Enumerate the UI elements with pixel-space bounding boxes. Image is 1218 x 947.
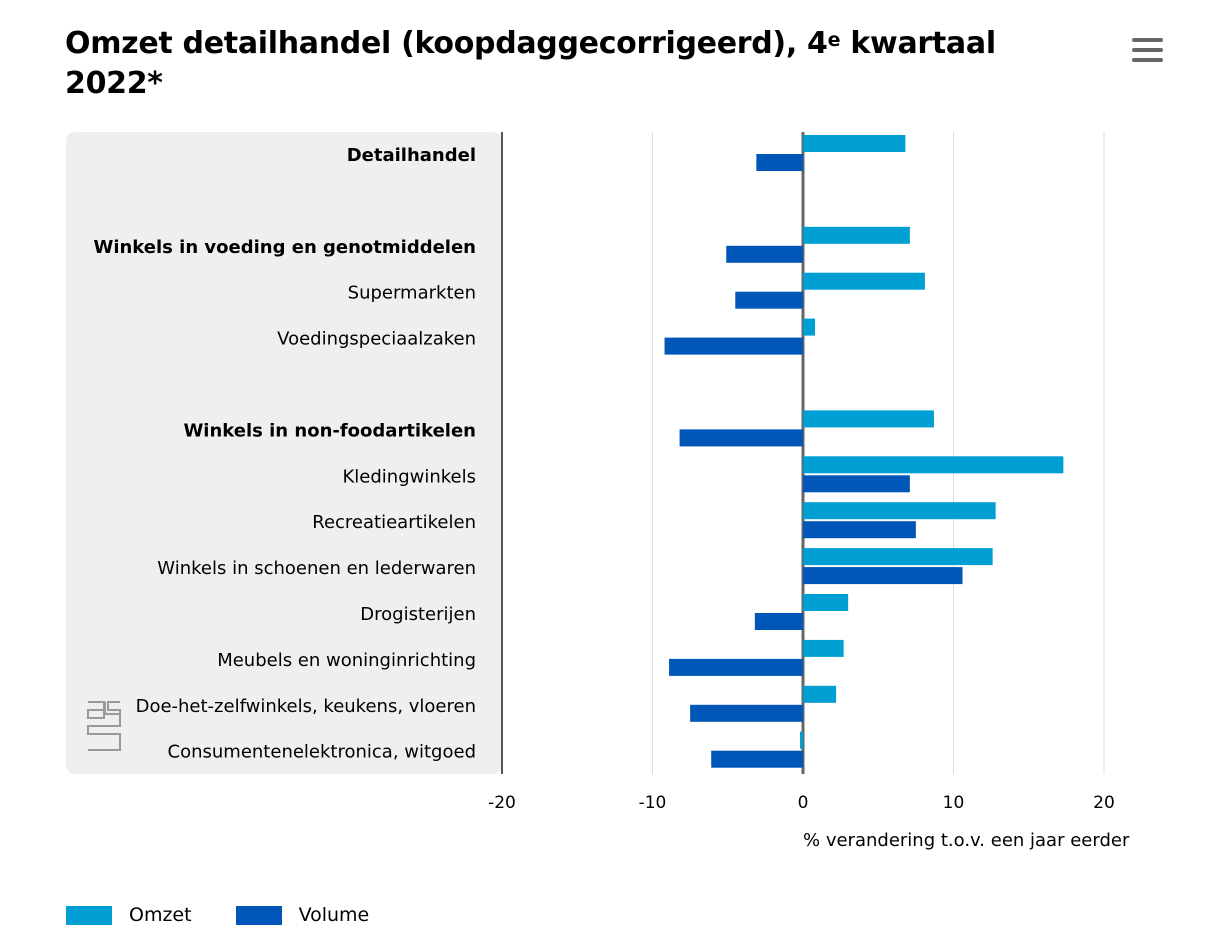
bar-volume xyxy=(679,429,803,447)
bar-volume xyxy=(711,750,803,768)
x-axis-ticks: -20 -10 0 10 20 xyxy=(488,793,1115,813)
hamburger-menu-icon[interactable] xyxy=(1124,30,1170,70)
category-label: Voedingspeciaalzaken xyxy=(277,329,476,350)
bar-omzet xyxy=(803,502,996,520)
legend-item-omzet[interactable]: Omzet xyxy=(66,904,192,926)
bar-volume xyxy=(664,337,803,355)
menu-line xyxy=(1132,48,1163,52)
bar-volume xyxy=(735,291,803,309)
chart-title: Omzet detailhandel (koopdaggecorrigeerd)… xyxy=(65,24,1025,104)
bars xyxy=(664,135,1064,768)
category-label: Winkels in schoenen en lederwaren xyxy=(157,558,476,579)
legend-label-omzet: Omzet xyxy=(129,904,192,926)
bar-omzet xyxy=(803,226,910,244)
category-label: Supermarkten xyxy=(348,283,476,304)
category-label: Consumentenelektronica, witgoed xyxy=(168,742,476,763)
legend-label-volume: Volume xyxy=(298,904,370,926)
category-label: Winkels in voeding en genotmiddelen xyxy=(93,237,476,258)
bar-volume xyxy=(690,704,803,722)
legend: Omzet Volume xyxy=(66,902,413,928)
category-label: Doe-het-zelfwinkels, keukens, vloeren xyxy=(136,696,476,717)
bar-omzet xyxy=(803,548,993,566)
chart-title-main: Omzet detailhandel (koopdaggecorrigeerd)… xyxy=(65,26,828,61)
bar-omzet xyxy=(799,731,803,749)
chart-title-superscript: e xyxy=(827,29,841,51)
chart-title-rest: kwartaal 2022* xyxy=(65,26,996,101)
x-axis-title: % verandering t.o.v. een jaar eerder xyxy=(803,830,1130,851)
legend-swatch-volume xyxy=(235,905,282,925)
bar-omzet xyxy=(803,272,925,290)
menu-line xyxy=(1132,38,1163,42)
bar-volume xyxy=(726,245,803,263)
bar-omzet xyxy=(803,685,837,703)
x-tick-label: 0 xyxy=(798,793,809,813)
bar-omzet xyxy=(803,135,906,152)
cbs-logo-icon xyxy=(87,701,121,751)
x-tick-label: -20 xyxy=(488,793,516,813)
category-label: Detailhandel xyxy=(347,145,476,166)
menu-line xyxy=(1132,58,1163,62)
bar-volume xyxy=(803,521,916,539)
category-label: Kledingwinkels xyxy=(342,466,476,487)
category-label: Winkels in non-foodartikelen xyxy=(183,420,476,441)
bar-volume xyxy=(754,613,803,630)
x-tick-label: 20 xyxy=(1093,793,1115,813)
category-label: Drogisterijen xyxy=(360,604,476,625)
category-label: Recreatieartikelen xyxy=(312,512,476,533)
x-tick-label: 10 xyxy=(943,793,965,813)
label-panel xyxy=(66,132,502,774)
bar-omzet xyxy=(803,639,844,657)
bar-volume xyxy=(669,658,803,676)
bar-volume xyxy=(803,567,963,585)
bar-omzet xyxy=(803,410,934,428)
legend-swatch-omzet xyxy=(66,905,112,925)
bar-volume xyxy=(756,154,803,171)
legend-item-volume[interactable]: Volume xyxy=(235,904,370,926)
x-tick-label: -10 xyxy=(639,793,667,813)
bar-omzet xyxy=(803,318,816,336)
bar-omzet xyxy=(803,456,1064,474)
category-label: Meubels en woninginrichting xyxy=(217,650,476,671)
category-labels: Detailhandel Winkels in voeding en genotm… xyxy=(93,145,476,763)
bar-volume xyxy=(803,475,910,493)
bar-omzet xyxy=(803,594,849,611)
